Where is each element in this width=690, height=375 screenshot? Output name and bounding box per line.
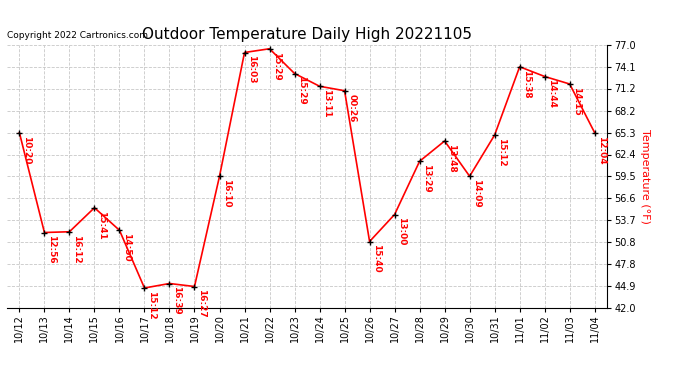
Text: 13:00: 13:00	[397, 217, 406, 246]
Text: 13:48: 13:48	[447, 144, 456, 172]
Text: 15:12: 15:12	[147, 291, 156, 320]
Text: 16:12: 16:12	[72, 234, 81, 263]
Text: 14:50: 14:50	[122, 233, 131, 262]
Text: 10:20: 10:20	[22, 135, 31, 164]
Text: 16:27: 16:27	[197, 289, 206, 318]
Text: 15:41: 15:41	[97, 210, 106, 239]
Text: 00:26: 00:26	[347, 93, 356, 122]
Text: 15:38: 15:38	[522, 69, 531, 98]
Text: 15:12: 15:12	[497, 138, 506, 166]
Title: Outdoor Temperature Daily High 20221105: Outdoor Temperature Daily High 20221105	[142, 27, 472, 42]
Text: Copyright 2022 Cartronics.com: Copyright 2022 Cartronics.com	[7, 31, 148, 40]
Text: 12:56: 12:56	[47, 235, 56, 264]
Text: 12:04: 12:04	[598, 135, 607, 164]
Text: 14:44: 14:44	[547, 79, 556, 108]
Text: 16:03: 16:03	[247, 55, 256, 84]
Text: 13:29: 13:29	[422, 164, 431, 193]
Text: 15:29: 15:29	[273, 51, 282, 80]
Text: 14:15: 14:15	[573, 87, 582, 116]
Text: 15:40: 15:40	[373, 244, 382, 273]
Y-axis label: Temperature (°F): Temperature (°F)	[640, 129, 650, 224]
Text: 16:39: 16:39	[172, 286, 181, 315]
Text: 16:10: 16:10	[222, 179, 231, 207]
Text: 13:11: 13:11	[322, 89, 331, 118]
Text: 15:29: 15:29	[297, 76, 306, 105]
Text: 14:09: 14:09	[473, 179, 482, 208]
